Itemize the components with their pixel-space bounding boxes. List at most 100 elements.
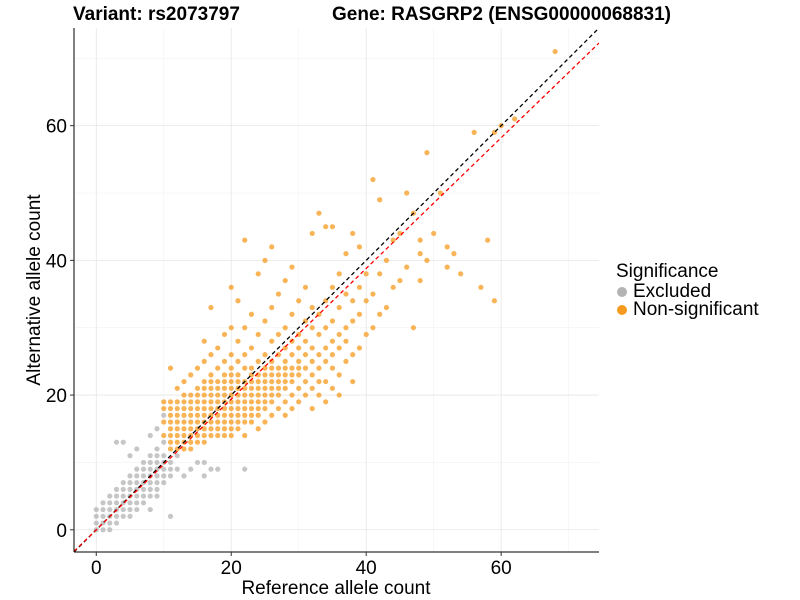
point-non-significant [181, 419, 187, 425]
point-non-significant [262, 318, 268, 324]
point-non-significant [309, 405, 315, 412]
point-non-significant [309, 345, 315, 351]
point-non-significant [194, 405, 201, 412]
point-excluded [140, 486, 147, 492]
point-excluded [154, 446, 160, 452]
point-non-significant [431, 230, 437, 237]
point-excluded [154, 459, 160, 466]
point-non-significant [309, 325, 315, 331]
point-excluded [113, 493, 120, 499]
point-non-significant [485, 237, 491, 243]
point-excluded [120, 513, 126, 519]
reference-line-y-x [74, 28, 599, 552]
point-non-significant [228, 365, 234, 371]
point-non-significant [336, 304, 342, 311]
point-non-significant [329, 385, 336, 391]
point-excluded [113, 486, 120, 492]
point-non-significant [296, 298, 302, 304]
point-non-significant [275, 331, 282, 338]
point-non-significant [215, 426, 221, 432]
point-excluded [167, 459, 174, 466]
point-excluded [147, 466, 153, 472]
point-excluded [194, 459, 201, 466]
point-non-significant [228, 405, 234, 412]
point-excluded [208, 466, 214, 472]
legend-key-non-significant [617, 305, 627, 315]
point-excluded [147, 480, 153, 486]
point-non-significant [316, 210, 322, 216]
axes: 0 20 40 60 0 20 40 60 [46, 28, 599, 579]
point-non-significant [248, 365, 255, 371]
point-non-significant [235, 338, 241, 344]
point-non-significant [201, 439, 207, 445]
point-non-significant [316, 378, 322, 385]
point-non-significant [174, 439, 180, 445]
point-non-significant [215, 392, 221, 398]
point-non-significant [282, 385, 288, 391]
point-non-significant [228, 284, 234, 290]
point-non-significant [248, 392, 255, 398]
point-non-significant [248, 345, 255, 351]
point-non-significant [350, 318, 356, 324]
point-non-significant [174, 385, 180, 391]
point-excluded [107, 527, 113, 533]
point-non-significant [262, 385, 268, 391]
point-non-significant [417, 251, 423, 257]
point-excluded [107, 500, 113, 506]
point-non-significant [275, 352, 282, 358]
point-non-significant [208, 352, 214, 358]
point-non-significant [343, 338, 349, 344]
point-non-significant [383, 257, 390, 263]
point-non-significant [255, 385, 261, 391]
point-excluded [120, 480, 126, 486]
point-excluded [127, 473, 133, 479]
x-tick-label: 40 [356, 558, 377, 579]
point-non-significant [269, 399, 275, 405]
point-non-significant [208, 378, 214, 385]
point-non-significant [269, 372, 275, 378]
point-non-significant [350, 352, 356, 358]
point-non-significant [228, 385, 234, 391]
point-non-significant [201, 358, 207, 364]
point-excluded [201, 459, 207, 466]
point-non-significant [201, 338, 207, 344]
point-non-significant [370, 325, 376, 331]
point-non-significant [363, 298, 369, 304]
point-excluded [107, 506, 113, 513]
point-non-significant [194, 365, 201, 371]
point-non-significant [282, 412, 288, 418]
x-tick-label: 0 [91, 558, 102, 579]
point-non-significant [296, 385, 302, 391]
point-non-significant [215, 399, 221, 405]
point-non-significant [242, 352, 248, 358]
point-non-significant [235, 378, 241, 385]
point-non-significant [201, 405, 207, 412]
point-non-significant [262, 378, 268, 385]
point-excluded [188, 466, 194, 472]
points-layer [93, 48, 558, 533]
point-non-significant [174, 399, 180, 405]
point-non-significant [215, 432, 221, 439]
point-excluded [147, 453, 153, 459]
point-excluded [134, 500, 140, 506]
point-non-significant [323, 378, 329, 385]
point-non-significant [235, 412, 241, 418]
point-non-significant [309, 230, 315, 237]
point-non-significant [208, 385, 214, 391]
point-non-significant [201, 385, 207, 391]
point-excluded [161, 466, 167, 472]
point-excluded [120, 493, 126, 499]
point-non-significant [282, 325, 288, 331]
point-non-significant [161, 405, 167, 412]
point-non-significant [289, 372, 295, 378]
point-non-significant [255, 399, 261, 405]
point-non-significant [296, 399, 302, 405]
point-non-significant [188, 426, 194, 432]
point-non-significant [329, 318, 336, 324]
point-excluded [174, 466, 180, 472]
point-non-significant [248, 419, 255, 425]
legend-label-non-significant: Non-significant [633, 299, 759, 320]
point-non-significant [282, 399, 288, 405]
point-non-significant [424, 150, 430, 156]
point-non-significant [215, 378, 221, 385]
